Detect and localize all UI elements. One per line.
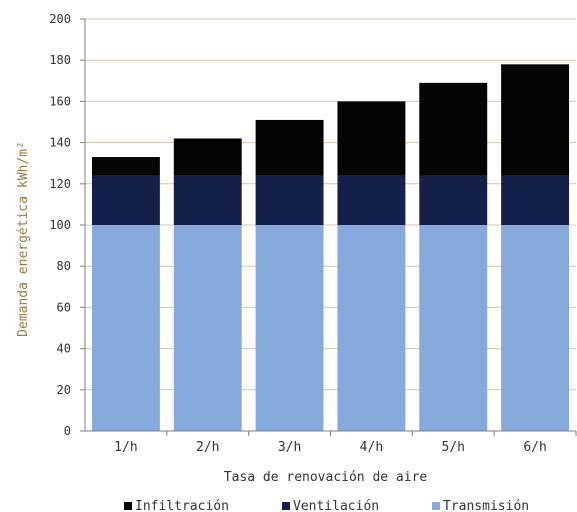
x-tick-label: 6/h: [523, 440, 546, 455]
legend-label: Infiltración: [135, 499, 229, 512]
x-tick-label: 3/h: [278, 440, 301, 455]
y-tick-label: 100: [49, 218, 71, 232]
bar-infiltracion-3: [255, 119, 324, 176]
y-tick-label: 60: [57, 300, 71, 314]
y-tick-label: 0: [64, 424, 71, 438]
bar-ventilacion-5: [419, 175, 488, 225]
bar-transmision-3: [255, 225, 324, 431]
bar-ventilacion-1: [91, 175, 160, 225]
y-tick-label: 20: [57, 383, 71, 397]
legend: Infiltración Ventilación Transmisión: [124, 499, 529, 512]
bar-ventilacion-3: [255, 175, 324, 225]
legend-swatch: [124, 502, 132, 510]
legend-swatch: [282, 502, 290, 510]
y-tick-label: 120: [49, 177, 71, 191]
bar-transmision-2: [173, 225, 242, 431]
x-tick-labels: 1/h 2/h 3/h 4/h 5/h 6/h: [114, 431, 577, 455]
x-tick-label: 2/h: [196, 440, 219, 455]
gridlines: [85, 18, 576, 391]
legend-item-infiltracion: Infiltración: [124, 499, 229, 512]
bar-ventilacion-4: [337, 175, 406, 225]
y-tick-labels: 0 20 40 60 80 100 120 140 160 180 200: [49, 12, 85, 438]
y-tick-label: 200: [49, 12, 71, 26]
bar-ventilacion-6: [501, 175, 570, 225]
legend-item-ventilacion: Ventilación: [282, 499, 379, 512]
x-axis-title: Tasa de renovación de aire: [224, 470, 428, 485]
x-tick-label: 5/h: [442, 440, 465, 455]
y-axis-title: Demanda energética kWh/m²: [16, 141, 31, 337]
x-tick-label: 4/h: [360, 440, 383, 455]
legend-item-transmision: Transmisión: [432, 499, 529, 512]
y-tick-label: 140: [49, 136, 71, 150]
y-tick-label: 40: [57, 342, 71, 356]
bar-infiltracion-4: [337, 101, 406, 176]
bar-transmision-6: [501, 225, 570, 431]
bar-infiltracion-6: [501, 64, 570, 176]
bar-transmision-5: [419, 225, 488, 431]
bar-infiltracion-2: [173, 138, 242, 176]
legend-label: Ventilación: [293, 499, 379, 512]
bars: [91, 64, 570, 431]
legend-label: Transmisión: [443, 499, 529, 512]
y-tick-label: 160: [49, 94, 71, 108]
y-tick-label: 180: [49, 53, 71, 67]
bar-transmision-1: [91, 225, 160, 431]
x-tick-label: 1/h: [114, 440, 137, 455]
bar-transmision-4: [337, 225, 406, 431]
legend-swatch: [432, 502, 440, 510]
y-tick-label: 80: [57, 259, 71, 273]
bar-infiltracion-1: [91, 157, 160, 176]
bar-infiltracion-5: [419, 82, 488, 176]
bar-ventilacion-2: [173, 175, 242, 225]
